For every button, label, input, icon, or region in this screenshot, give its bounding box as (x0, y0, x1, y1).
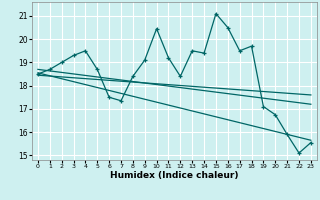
X-axis label: Humidex (Indice chaleur): Humidex (Indice chaleur) (110, 171, 239, 180)
